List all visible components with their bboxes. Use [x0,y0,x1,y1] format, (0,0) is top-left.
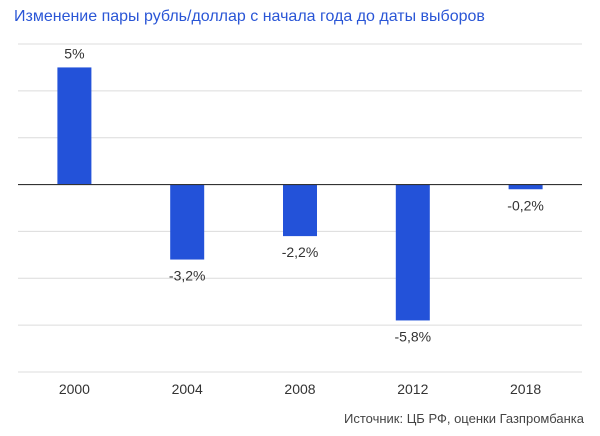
x-tick-2012: 2012 [397,381,428,397]
bar-2012 [395,184,430,321]
data-label-2012: -5,8% [395,328,432,344]
zero-axis [18,183,582,373]
bar-2008 [283,184,317,237]
data-label-2000: 5% [64,45,84,61]
chart-title: Изменение пары рубль/доллар с начала год… [14,8,485,25]
x-tick-2008: 2008 [284,381,315,397]
data-label-2018: -0,2% [507,197,544,213]
bars [57,67,543,321]
x-tick-labels: 2000 2004 2008 2012 2018 [59,381,542,397]
x-tick-2018: 2018 [510,381,541,397]
x-tick-2000: 2000 [59,381,90,397]
source-note: Источник: ЦБ РФ, оценки Газпромбанка [343,411,584,426]
bar-2000 [57,67,92,185]
data-label-2008: -2,2% [282,244,319,260]
bar-2004 [170,184,205,260]
x-tick-2004: 2004 [172,381,203,397]
bar-2018 [508,184,543,190]
data-labels: 5% -3,2% -2,2% -5,8% -0,2% [64,45,544,344]
data-label-2004: -3,2% [169,268,206,284]
